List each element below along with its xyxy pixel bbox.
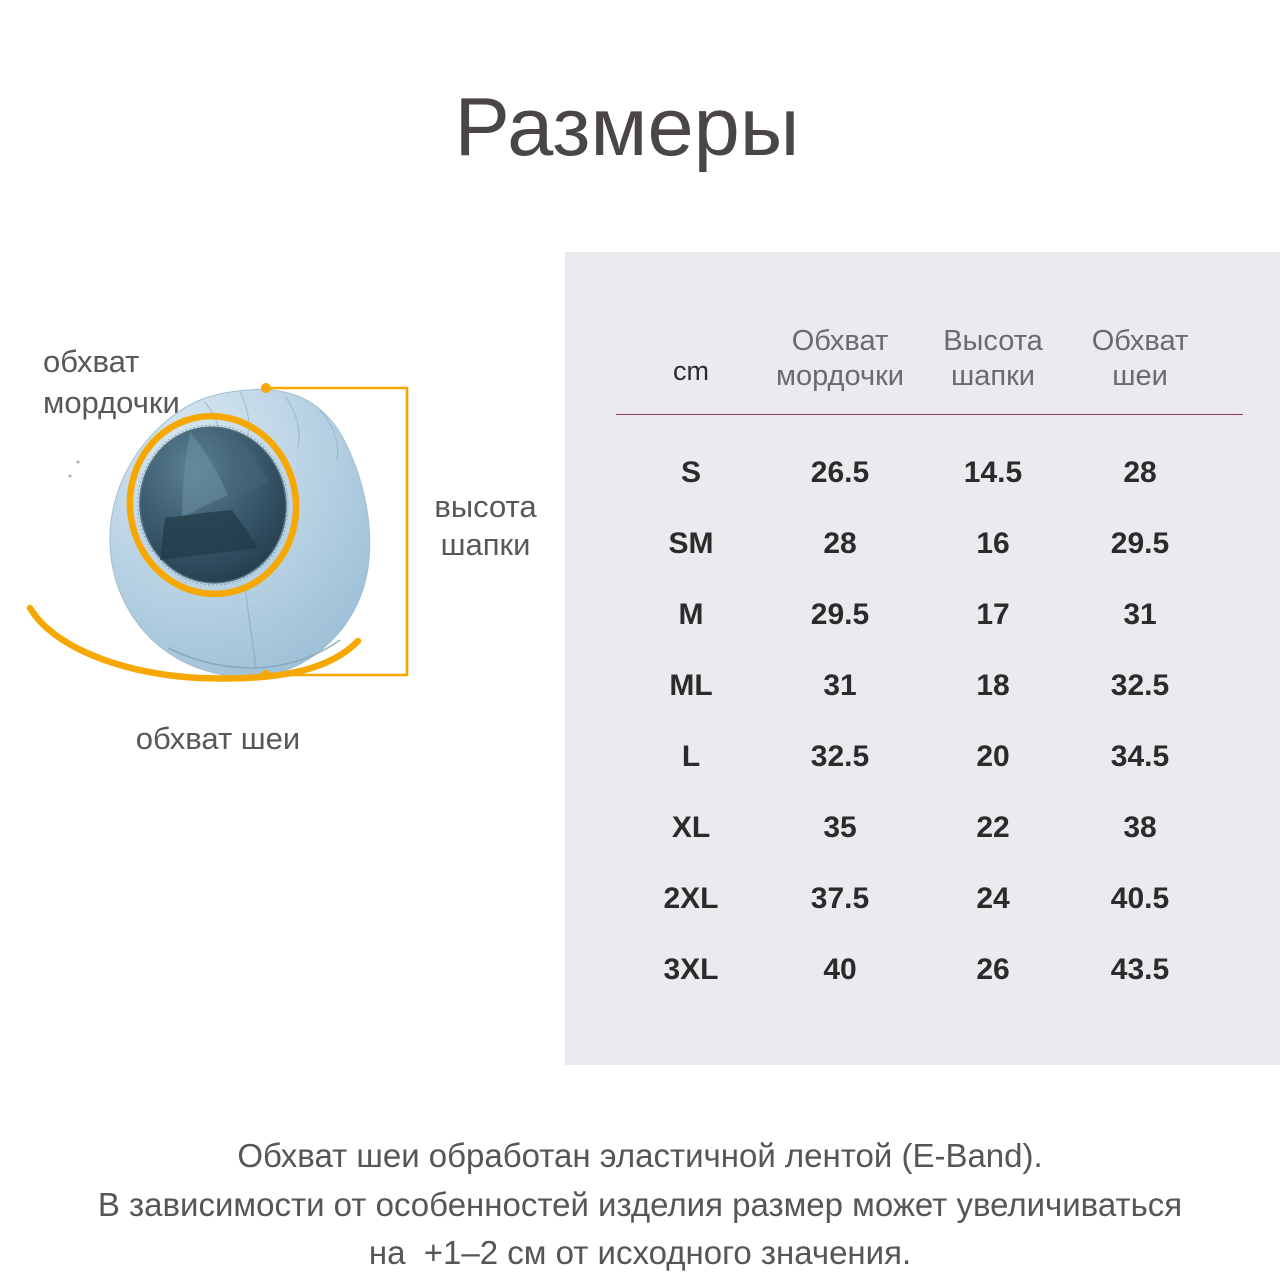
svg-text:обхват шеи: обхват шеи [136,721,300,756]
svg-text:мордочки: мордочки [43,385,180,420]
svg-text:обхват: обхват [43,344,139,379]
